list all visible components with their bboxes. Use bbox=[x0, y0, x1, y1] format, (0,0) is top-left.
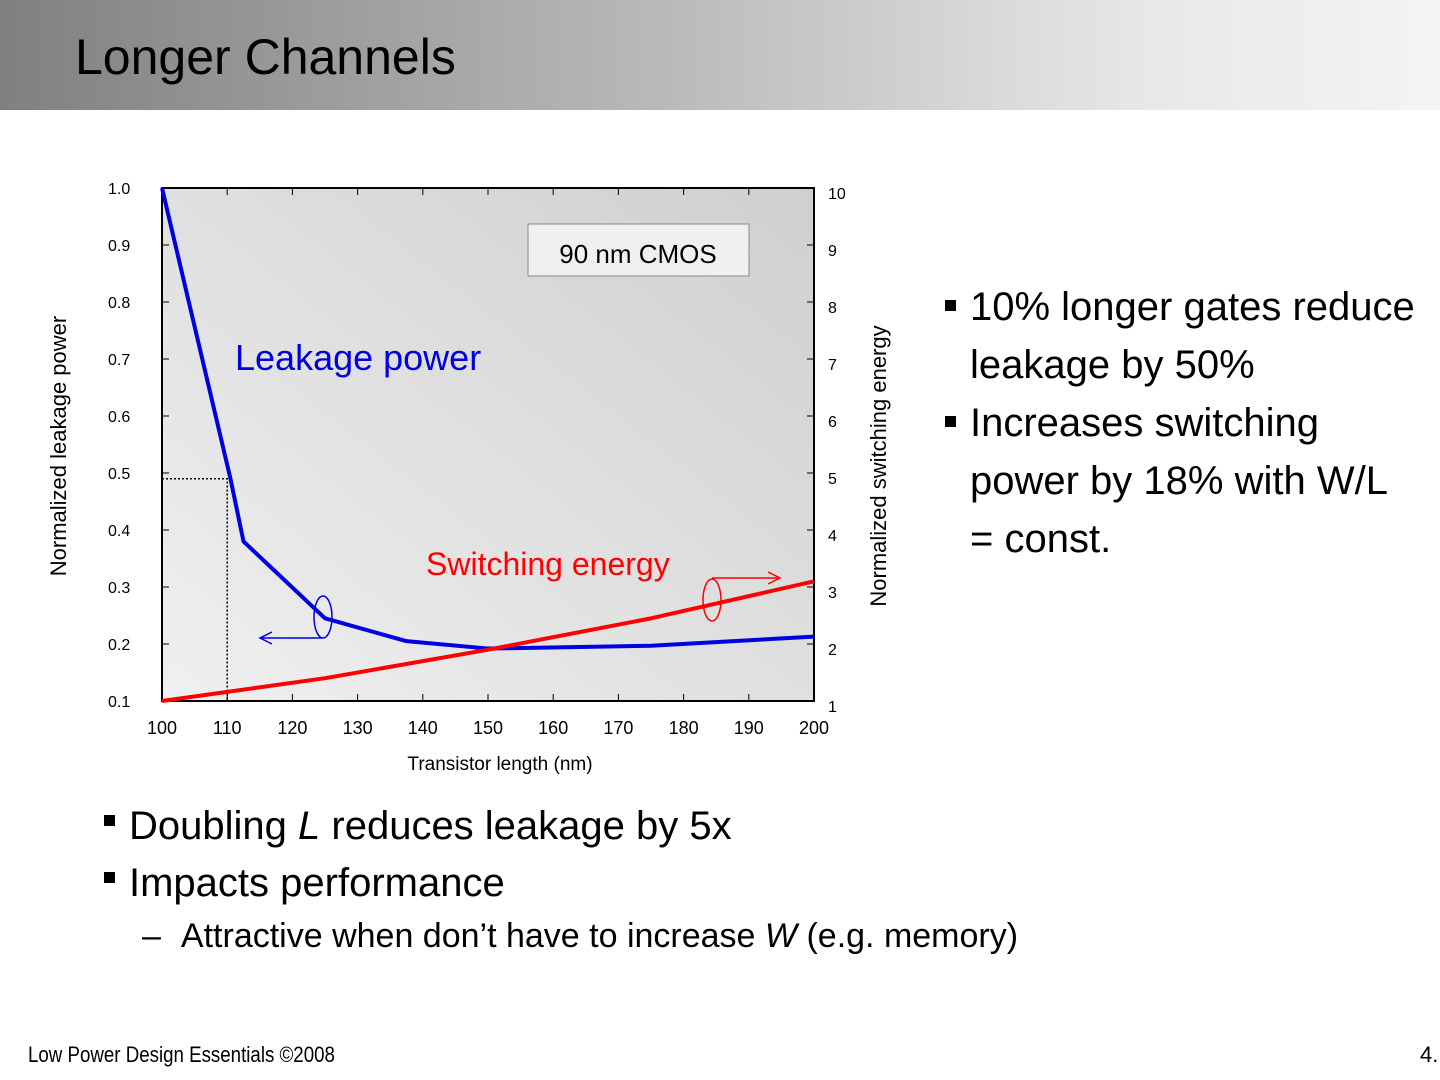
y2-tick-label: 9 bbox=[828, 243, 837, 260]
y-tick-label: 0.3 bbox=[108, 580, 130, 597]
annotation-label: 90 nm CMOS bbox=[559, 239, 717, 269]
y-tick-label: 0.8 bbox=[108, 295, 130, 312]
chart: 100 110 120 130 140 150 160 170 180 190 2000.10.20… bbox=[46, 181, 891, 775]
y2-tick-label: 1 bbox=[828, 699, 837, 716]
y2-tick-label: 7 bbox=[828, 357, 837, 374]
bottom-bullet-list: Doubling L reduces leakage by 5x Impacts… bbox=[104, 798, 1018, 960]
bullet-text: Doubling bbox=[129, 804, 299, 848]
annotation-box bbox=[527, 223, 750, 277]
series-line-leakage bbox=[160, 187, 815, 651]
right-bullet-2: Increases switching power by 18% with W/… bbox=[945, 394, 1415, 568]
y2-tick-label: 6 bbox=[828, 414, 837, 431]
reference-line bbox=[162, 477, 228, 701]
y2-tick-label: 5 bbox=[828, 471, 837, 488]
bullet-italic: L bbox=[298, 804, 321, 848]
y2-tick-label: 3 bbox=[828, 585, 837, 602]
right-bullet-list: 10% longer gates reduce leakage by 50% I… bbox=[945, 278, 1415, 568]
y2-tick-label: 8 bbox=[828, 300, 837, 317]
y2-tick-label: 10 bbox=[828, 186, 846, 203]
x-tick-label: 130 bbox=[343, 718, 373, 738]
title-bar bbox=[0, 0, 1440, 110]
bullet-text: Impacts performance bbox=[129, 861, 505, 905]
bullet-text: Increases switching power by 18% with W/… bbox=[970, 401, 1387, 561]
page-number: 4. bbox=[1420, 1042, 1439, 1067]
bullet-text: 10% longer gates reduce leakage by 50% bbox=[970, 285, 1415, 387]
switching-axis-marker bbox=[702, 571, 782, 622]
leakage-axis-marker bbox=[258, 595, 333, 645]
bullet-square-icon bbox=[104, 814, 115, 826]
series-line-switching bbox=[161, 579, 815, 703]
x-axis-label: Transistor length (nm) bbox=[407, 754, 592, 775]
sub-bullet: – Attractive when don’t have to increase … bbox=[104, 912, 1018, 960]
y-tick-label: 1.0 bbox=[108, 181, 130, 198]
x-tick-label: 120 bbox=[277, 718, 307, 738]
x-tick-label: 100 bbox=[147, 718, 177, 738]
series-label-switching: Switching energy bbox=[426, 546, 670, 582]
x-tick-label: 190 bbox=[734, 718, 764, 738]
y2-tick-label: 2 bbox=[828, 642, 837, 659]
y-tick-label: 0.5 bbox=[108, 466, 130, 483]
y-axis-label: Normalized leakage power bbox=[46, 316, 71, 576]
x-tick-label: 110 bbox=[213, 718, 242, 738]
slide-title: Longer Channels bbox=[75, 29, 456, 85]
bottom-bullet-2: Impacts performance bbox=[104, 855, 1018, 912]
bullet-square-icon bbox=[945, 300, 956, 311]
x-tick-label: 140 bbox=[408, 718, 438, 738]
bullet-square-icon bbox=[104, 871, 115, 883]
footer: Low Power Design Essentials ©2008 bbox=[28, 1042, 335, 1067]
bullet-text: Attractive when don’t have to increase bbox=[180, 917, 765, 955]
x-tick-label: 180 bbox=[669, 718, 699, 738]
y-tick-label: 0.9 bbox=[108, 238, 130, 255]
reference-lines bbox=[162, 477, 228, 701]
x-tick-label: 160 bbox=[538, 718, 568, 738]
bullet-text: reduces leakage by 5x bbox=[320, 804, 732, 848]
bullet-text: (e.g. memory) bbox=[797, 917, 1019, 955]
y-tick-label: 0.1 bbox=[108, 694, 130, 711]
x-tick-label: 200 bbox=[799, 718, 829, 738]
y-tick-label: 0.4 bbox=[108, 523, 130, 540]
y2-axis-label: Normalized switching energy bbox=[866, 325, 891, 606]
series-label-leakage: Leakage power bbox=[235, 337, 481, 378]
y-tick-label: 0.7 bbox=[108, 352, 130, 369]
bottom-bullet-1: Doubling L reduces leakage by 5x bbox=[104, 798, 1018, 855]
y-tick-label: 0.2 bbox=[108, 637, 130, 654]
bullet-square-icon bbox=[945, 416, 956, 427]
y2-tick-label: 4 bbox=[828, 528, 837, 545]
y-tick-label: 0.6 bbox=[108, 409, 130, 426]
x-tick-label: 170 bbox=[603, 718, 633, 738]
bullet-italic: W bbox=[764, 917, 798, 955]
dash: – bbox=[142, 917, 161, 955]
x-tick-label: 150 bbox=[473, 718, 503, 738]
right-bullet-1: 10% longer gates reduce leakage by 50% bbox=[945, 278, 1415, 394]
